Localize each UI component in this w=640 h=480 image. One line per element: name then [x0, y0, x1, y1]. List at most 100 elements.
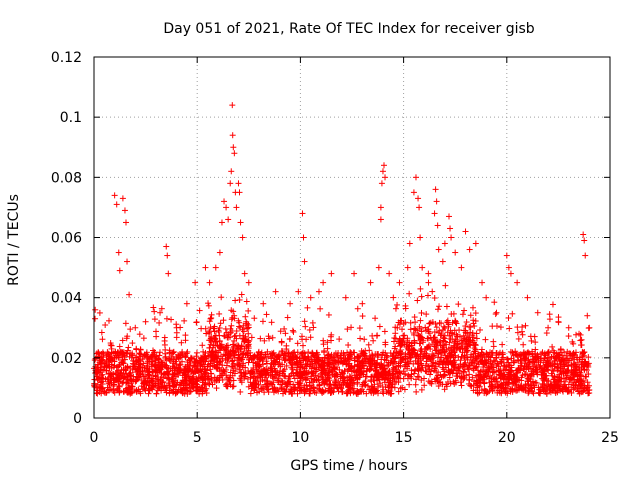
noise-point: [539, 349, 546, 356]
noise-point: [469, 304, 476, 311]
noise-point: [140, 360, 147, 367]
noise-point: [491, 299, 498, 306]
noise-point: [122, 320, 129, 327]
noise-point: [410, 360, 417, 367]
noise-point: [497, 324, 504, 331]
noise-point: [472, 310, 479, 317]
noise-point: [577, 337, 584, 344]
noise-point: [243, 298, 250, 305]
noise-point: [382, 341, 389, 348]
noise-point: [392, 305, 399, 312]
noise-point: [119, 337, 126, 344]
noise-point: [454, 340, 461, 347]
noise-point: [122, 367, 129, 374]
noise-point: [311, 389, 318, 396]
noise-point: [519, 331, 526, 338]
noise-point: [499, 341, 506, 348]
noise-point: [522, 322, 529, 329]
noise-point: [263, 311, 270, 318]
noise-point: [471, 323, 478, 330]
noise-point: [212, 348, 219, 355]
noise-point: [344, 326, 351, 333]
noise-point: [359, 383, 366, 390]
noise-point: [125, 344, 132, 351]
noise-point: [179, 358, 186, 365]
noise-point: [275, 388, 282, 395]
noise-point: [442, 282, 449, 289]
noise-point: [213, 385, 220, 392]
noise-point: [421, 375, 428, 382]
noise-point: [207, 324, 214, 331]
noise-point: [549, 301, 556, 308]
noise-point: [208, 315, 215, 322]
noise-point: [173, 329, 180, 336]
noise-point: [394, 301, 401, 308]
noise-point: [151, 316, 158, 323]
noise-point: [205, 300, 212, 307]
noise-point: [199, 342, 206, 349]
noise-point: [120, 360, 127, 367]
noise-point: [106, 380, 113, 387]
noise-point: [269, 334, 276, 341]
noise-point: [302, 323, 309, 330]
noise-point: [543, 330, 550, 337]
noise-point: [336, 336, 343, 343]
noise-point: [418, 309, 425, 316]
noise-point: [492, 311, 499, 318]
noise-point: [284, 314, 291, 321]
noise-point: [476, 326, 483, 333]
noise-point: [466, 371, 473, 378]
noise-point: [367, 366, 374, 373]
noise-point: [348, 324, 355, 331]
noise-point: [294, 340, 301, 347]
noise-point: [392, 330, 399, 337]
noise-point: [413, 388, 420, 395]
noise-point: [490, 338, 497, 345]
noise-point: [232, 332, 239, 339]
noise-point: [494, 379, 501, 386]
noise-point: [247, 390, 254, 397]
noise-point: [505, 314, 512, 321]
noise-point: [268, 319, 275, 326]
data-points: [91, 102, 593, 397]
noise-point: [294, 379, 301, 386]
noise-point: [441, 386, 448, 393]
noise-point: [156, 349, 163, 356]
noise-point: [576, 383, 583, 390]
noise-point: [236, 296, 243, 303]
noise-point: [455, 301, 462, 308]
noise-point: [520, 341, 527, 348]
noise-point: [386, 368, 393, 375]
noise-point: [169, 350, 176, 357]
noise-point: [145, 390, 152, 397]
noise-point: [407, 319, 414, 326]
noise-point: [233, 327, 240, 334]
noise-point: [237, 388, 244, 395]
noise-point: [303, 336, 310, 343]
noise-point: [207, 341, 214, 348]
noise-point: [218, 294, 225, 301]
noise-point: [456, 364, 463, 371]
noise-point: [105, 317, 112, 324]
noise-point: [161, 370, 168, 377]
noise-point: [223, 383, 230, 390]
noise-point: [205, 302, 212, 309]
noise-point: [427, 371, 434, 378]
noise-point: [381, 328, 388, 335]
noise-point: [206, 318, 213, 325]
noise-point: [515, 335, 522, 342]
noise-point: [506, 325, 513, 332]
noise-point: [429, 288, 436, 295]
noise-point: [411, 314, 418, 321]
noise-point: [453, 333, 460, 340]
noise-point: [502, 388, 509, 395]
noise-point: [116, 343, 123, 350]
noise-point: [309, 319, 316, 326]
noise-point: [251, 315, 258, 322]
noise-point: [182, 337, 189, 344]
noise-point: [324, 345, 331, 352]
noise-point: [92, 306, 99, 313]
noise-point: [438, 330, 445, 337]
noise-point: [220, 317, 227, 324]
